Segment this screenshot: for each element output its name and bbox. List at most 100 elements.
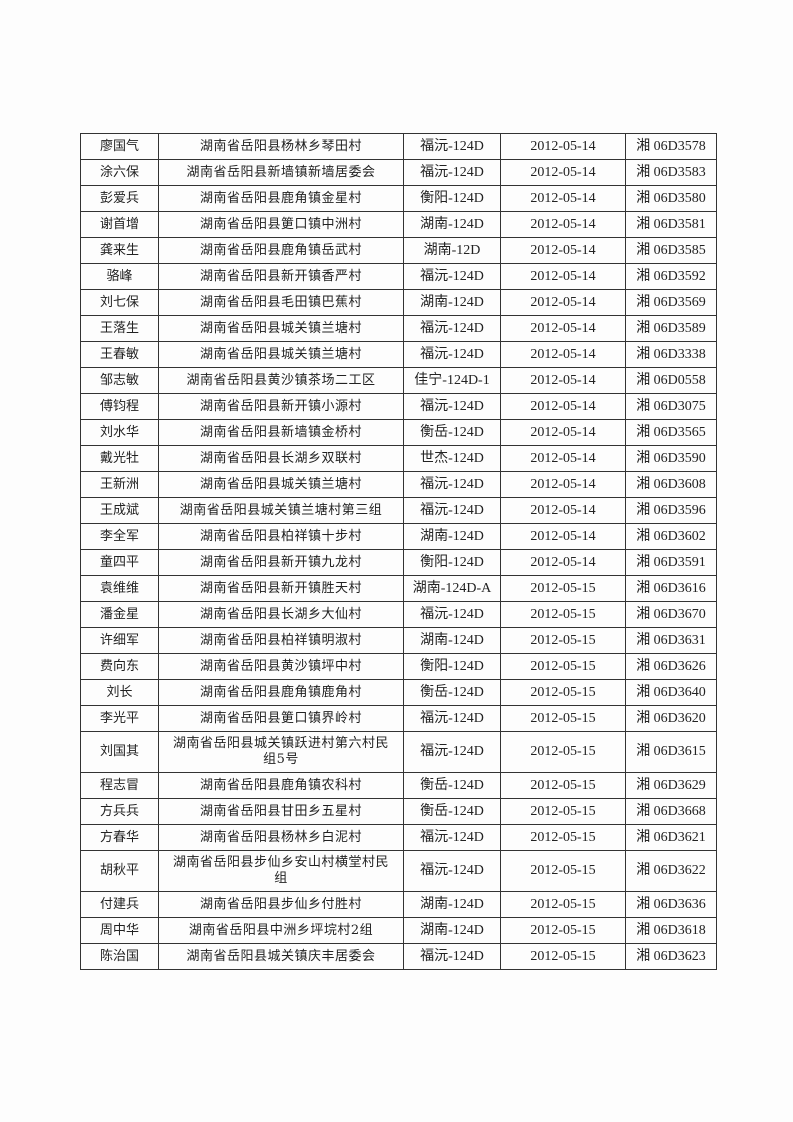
- model-cell: 衡阳-124D: [403, 185, 501, 212]
- owner-name-cell: 陈治国: [80, 943, 159, 970]
- table-row: 李光平 湖南省岳阳县筻口镇界岭村 福沅-124D 2012-05-15 湘 06D362…: [80, 705, 717, 732]
- model-cell: 福沅-124D: [403, 824, 501, 851]
- plate-cell: 湘 06D3338: [625, 341, 717, 368]
- owner-name-cell: 李光平: [80, 705, 159, 732]
- date-cell: 2012-05-14: [500, 341, 626, 368]
- address-cell: 湖南省岳阳县城关镇跃进村第六村民组5号: [158, 731, 404, 773]
- owner-name-cell: 潘金星: [80, 601, 159, 628]
- date-cell: 2012-05-14: [500, 367, 626, 394]
- address-cell: 湖南省岳阳县鹿角镇农科村: [158, 772, 404, 799]
- owner-name-cell: 廖国气: [80, 133, 159, 160]
- plate-cell: 湘 06D3578: [625, 133, 717, 160]
- date-cell: 2012-05-14: [500, 211, 626, 238]
- plate-cell: 湘 06D3580: [625, 185, 717, 212]
- owner-name-cell: 付建兵: [80, 891, 159, 918]
- model-cell: 湖南-124D: [403, 211, 501, 238]
- plate-cell: 湘 06D3608: [625, 471, 717, 498]
- model-cell: 福沅-124D: [403, 263, 501, 290]
- plate-cell: 湘 06D0558: [625, 367, 717, 394]
- date-cell: 2012-05-14: [500, 523, 626, 550]
- date-cell: 2012-05-15: [500, 772, 626, 799]
- date-cell: 2012-05-14: [500, 471, 626, 498]
- plate-cell: 湘 06D3583: [625, 159, 717, 186]
- plate-cell: 湘 06D3590: [625, 445, 717, 472]
- table-row: 骆峰 湖南省岳阳县新开镇香严村 福沅-124D 2012-05-14 湘 06D3592: [80, 263, 717, 290]
- plate-cell: 湘 06D3596: [625, 497, 717, 524]
- date-cell: 2012-05-15: [500, 705, 626, 732]
- address-cell: 湖南省岳阳县新开镇九龙村: [158, 549, 404, 576]
- vehicle-registry-table: 廖国气 湖南省岳阳县杨林乡琴田村 福沅-124D 2012-05-14 湘 06D357…: [80, 133, 717, 970]
- owner-name-cell: 袁维维: [80, 575, 159, 602]
- address-cell: 湖南省岳阳县中洲乡坪垸村2组: [158, 917, 404, 944]
- date-cell: 2012-05-15: [500, 679, 626, 706]
- date-cell: 2012-05-15: [500, 891, 626, 918]
- table-row: 戴光牡 湖南省岳阳县长湖乡双联村 世杰-124D 2012-05-14 湘 06D359…: [80, 445, 717, 472]
- owner-name-cell: 方春华: [80, 824, 159, 851]
- plate-cell: 湘 06D3668: [625, 798, 717, 825]
- owner-name-cell: 刘水华: [80, 419, 159, 446]
- plate-cell: 湘 06D3565: [625, 419, 717, 446]
- date-cell: 2012-05-14: [500, 289, 626, 316]
- table-row: 许细军 湖南省岳阳县柏祥镇明淑村 湖南-124D 2012-05-15 湘 06D363…: [80, 627, 717, 654]
- address-cell: 湖南省岳阳县鹿角镇岳武村: [158, 237, 404, 264]
- model-cell: 湖南-124D: [403, 917, 501, 944]
- owner-name-cell: 王落生: [80, 315, 159, 342]
- table-row: 刘长 湖南省岳阳县鹿角镇鹿角村 衡岳-124D 2012-05-15 湘 06D3640: [80, 679, 717, 706]
- date-cell: 2012-05-15: [500, 627, 626, 654]
- plate-cell: 湘 06D3585: [625, 237, 717, 264]
- owner-name-cell: 刘长: [80, 679, 159, 706]
- table-row: 谢首增 湖南省岳阳县筻口镇中洲村 湖南-124D 2012-05-14 湘 06D358…: [80, 211, 717, 238]
- model-cell: 衡阳-124D: [403, 653, 501, 680]
- plate-cell: 湘 06D3629: [625, 772, 717, 799]
- plate-cell: 湘 06D3626: [625, 653, 717, 680]
- date-cell: 2012-05-14: [500, 263, 626, 290]
- model-cell: 衡岳-124D: [403, 798, 501, 825]
- plate-cell: 湘 06D3592: [625, 263, 717, 290]
- model-cell: 湖南-124D: [403, 289, 501, 316]
- address-cell: 湖南省岳阳县城关镇庆丰居委会: [158, 943, 404, 970]
- address-cell: 湖南省岳阳县步仙乡安山村横堂村民组: [158, 850, 404, 892]
- address-cell: 湖南省岳阳县长湖乡双联村: [158, 445, 404, 472]
- date-cell: 2012-05-15: [500, 575, 626, 602]
- plate-cell: 湘 06D3622: [625, 850, 717, 892]
- address-cell: 湖南省岳阳县黄沙镇坪中村: [158, 653, 404, 680]
- model-cell: 世杰-124D: [403, 445, 501, 472]
- plate-cell: 湘 06D3636: [625, 891, 717, 918]
- plate-cell: 湘 06D3621: [625, 824, 717, 851]
- plate-cell: 湘 06D3616: [625, 575, 717, 602]
- model-cell: 福沅-124D: [403, 705, 501, 732]
- date-cell: 2012-05-15: [500, 917, 626, 944]
- owner-name-cell: 周中华: [80, 917, 159, 944]
- date-cell: 2012-05-14: [500, 133, 626, 160]
- plate-cell: 湘 06D3620: [625, 705, 717, 732]
- owner-name-cell: 童四平: [80, 549, 159, 576]
- table-row: 王落生 湖南省岳阳县城关镇兰塘村 福沅-124D 2012-05-14 湘 06D358…: [80, 315, 717, 342]
- model-cell: 湖南-12D: [403, 237, 501, 264]
- plate-cell: 湘 06D3623: [625, 943, 717, 970]
- table-row: 王春敏 湖南省岳阳县城关镇兰塘村 福沅-124D 2012-05-14 湘 06D333…: [80, 341, 717, 368]
- model-cell: 衡岳-124D: [403, 772, 501, 799]
- plate-cell: 湘 06D3602: [625, 523, 717, 550]
- owner-name-cell: 李全军: [80, 523, 159, 550]
- model-cell: 湖南-124D: [403, 523, 501, 550]
- table-row: 方春华 湖南省岳阳县杨林乡白泥村 福沅-124D 2012-05-15 湘 06D362…: [80, 824, 717, 851]
- address-cell: 湖南省岳阳县新开镇胜天村: [158, 575, 404, 602]
- owner-name-cell: 傅钧程: [80, 393, 159, 420]
- model-cell: 福沅-124D: [403, 133, 501, 160]
- owner-name-cell: 龚来生: [80, 237, 159, 264]
- date-cell: 2012-05-14: [500, 159, 626, 186]
- model-cell: 佳宁-124D-1: [403, 367, 501, 394]
- owner-name-cell: 彭爱兵: [80, 185, 159, 212]
- model-cell: 福沅-124D: [403, 471, 501, 498]
- date-cell: 2012-05-15: [500, 601, 626, 628]
- owner-name-cell: 王春敏: [80, 341, 159, 368]
- table-row: 刘水华 湖南省岳阳县新墙镇金桥村 衡岳-124D 2012-05-14 湘 06D356…: [80, 419, 717, 446]
- address-cell: 湖南省岳阳县城关镇兰塘村第三组: [158, 497, 404, 524]
- owner-name-cell: 涂六保: [80, 159, 159, 186]
- table-row: 王成斌 湖南省岳阳县城关镇兰塘村第三组 福沅-124D 2012-05-14 湘 06D…: [80, 497, 717, 524]
- owner-name-cell: 邹志敏: [80, 367, 159, 394]
- table-row: 周中华 湖南省岳阳县中洲乡坪垸村2组 湖南-124D 2012-05-15 湘 06D3…: [80, 917, 717, 944]
- plate-cell: 湘 06D3640: [625, 679, 717, 706]
- date-cell: 2012-05-14: [500, 237, 626, 264]
- table-row: 龚来生 湖南省岳阳县鹿角镇岳武村 湖南-12D 2012-05-14 湘 06D3585: [80, 237, 717, 264]
